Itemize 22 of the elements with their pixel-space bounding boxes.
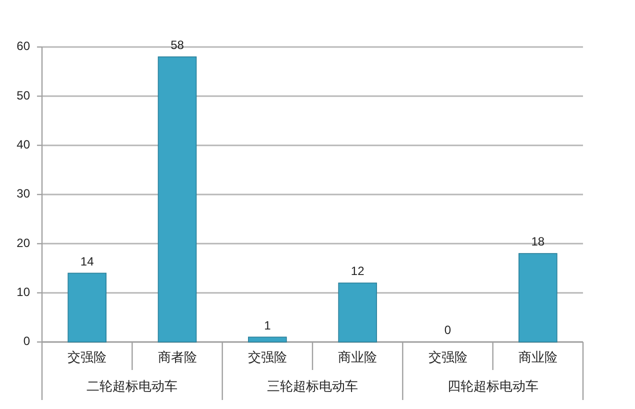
x-tick-label: 商业险 bbox=[338, 349, 378, 364]
y-tick-label: 30 bbox=[16, 186, 30, 201]
x-tick-label: 交强险 bbox=[68, 349, 107, 364]
y-tick-label: 20 bbox=[16, 236, 30, 250]
data-label: 0 bbox=[444, 323, 452, 338]
group-label: 四轮超标电动车 bbox=[447, 378, 538, 394]
y-tick-label: 0 bbox=[23, 334, 30, 348]
group-label: 三轮超标电动车 bbox=[267, 378, 358, 394]
y-tick-label: 50 bbox=[16, 88, 30, 102]
data-label: 1 bbox=[264, 318, 271, 332]
x-tick-label: 交强险 bbox=[248, 349, 287, 364]
data-label: 14 bbox=[80, 254, 94, 268]
x-tick-label: 交强险 bbox=[428, 349, 468, 364]
y-tick-label: 40 bbox=[16, 138, 30, 152]
data-label: 18 bbox=[531, 234, 545, 249]
y-tick-label: 60 bbox=[16, 39, 30, 54]
y-tick-label: 10 bbox=[16, 285, 30, 299]
data-label: 58 bbox=[170, 38, 184, 52]
x-tick-label: 商者险 bbox=[158, 349, 197, 364]
data-label: 12 bbox=[350, 264, 364, 278]
x-tick-label: 商业险 bbox=[518, 349, 558, 364]
group-label: 二轮超标电动车 bbox=[86, 378, 178, 394]
